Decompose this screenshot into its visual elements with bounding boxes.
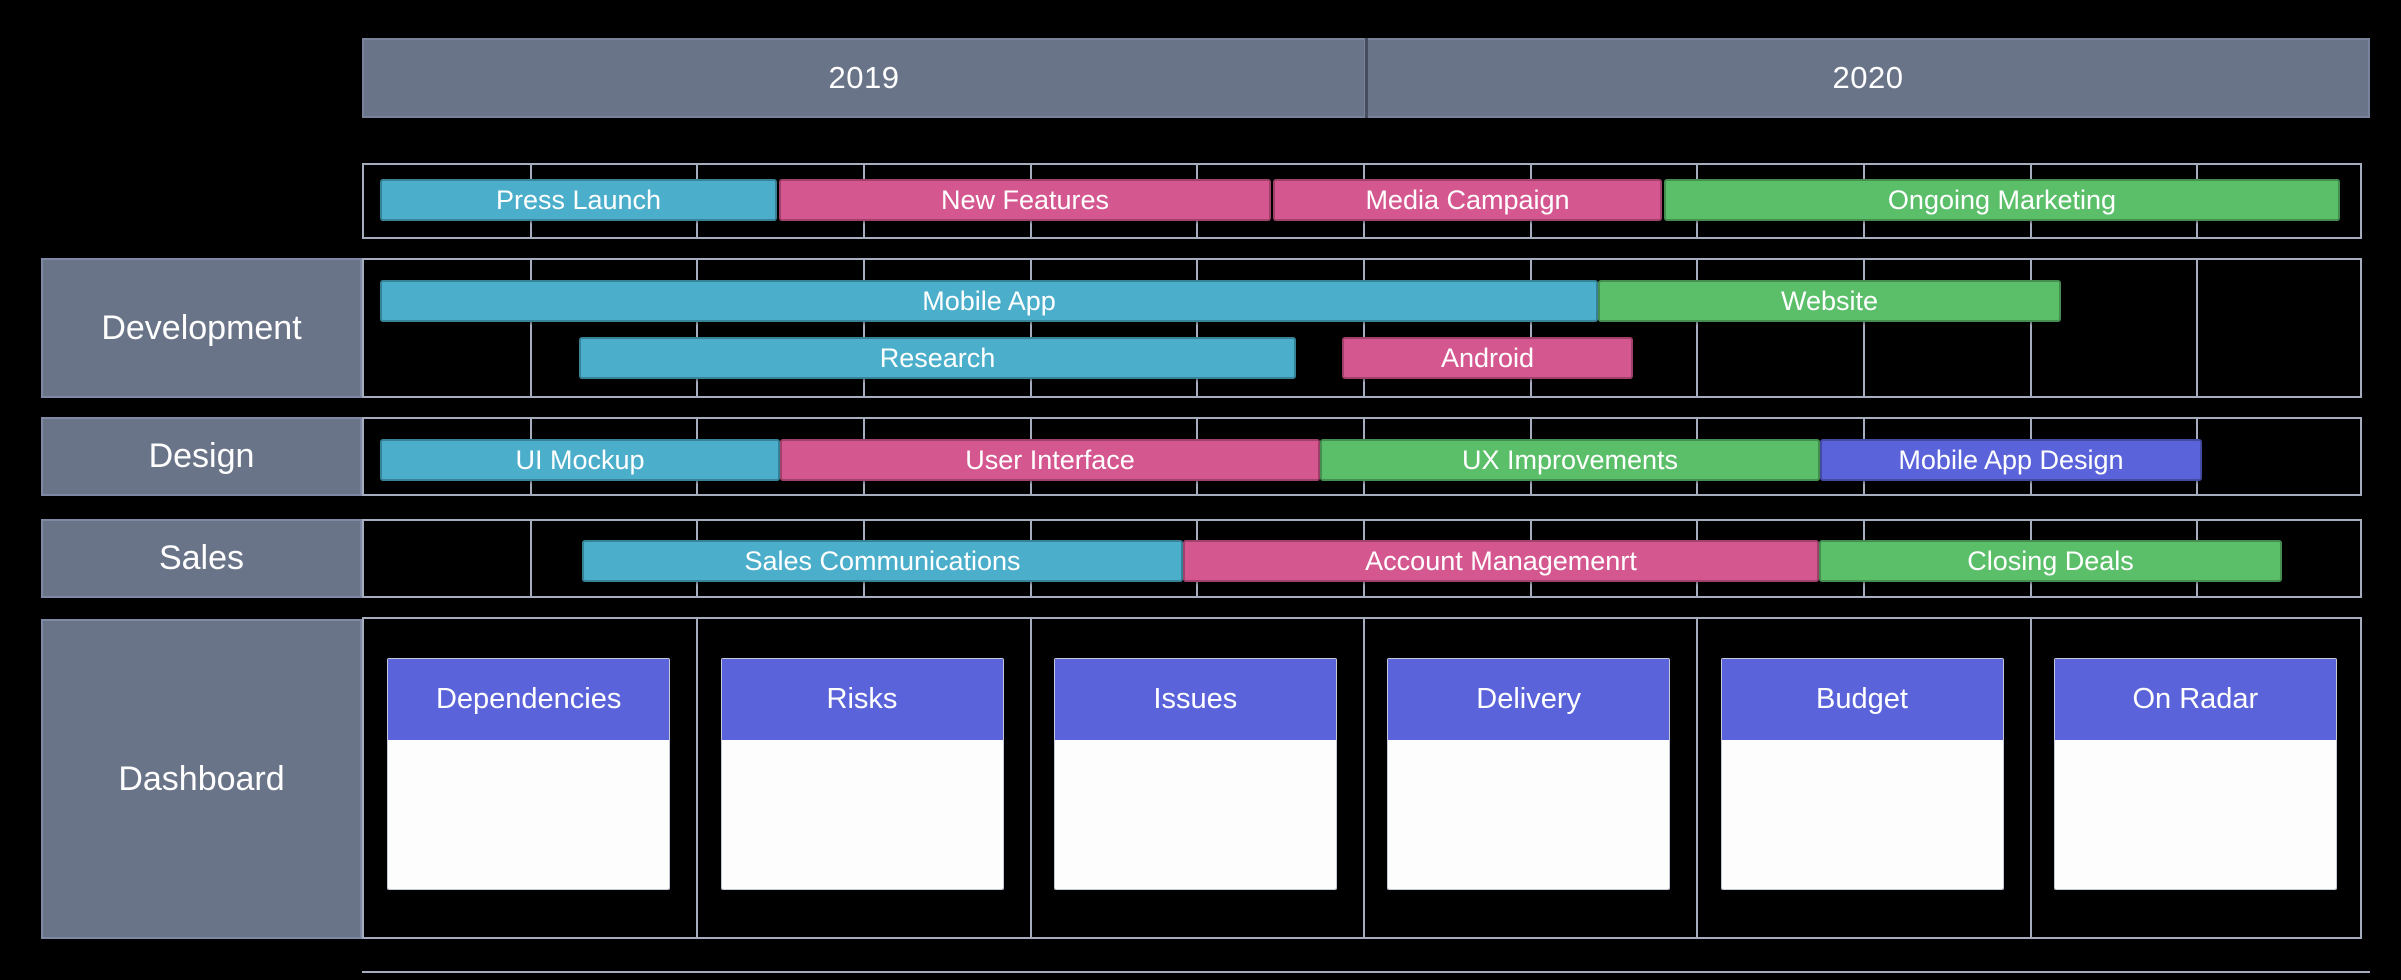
bar-label: Website: [1780, 285, 1879, 316]
gridline: [1363, 619, 1365, 937]
lane-label-dashboard: Dashboard: [41, 619, 362, 939]
card-title-bar: Issues: [1054, 659, 1336, 740]
bar-user-interface[interactable]: User Interface: [780, 439, 1320, 481]
gridline: [1029, 260, 1032, 396]
bar-ux-improvements[interactable]: UX Improvements: [1320, 439, 1820, 481]
bar-label: Closing Deals: [1967, 545, 2134, 576]
lane-grid-dashboard: [362, 617, 2362, 939]
bar-label: Ongoing Marketing: [1887, 184, 2117, 215]
bar-label: Sales Communications: [744, 545, 1021, 576]
gridline: [863, 260, 865, 396]
card-body: [388, 740, 670, 889]
lane-label-sales: Sales: [41, 519, 362, 598]
dashboard-card-issues[interactable]: Issues: [1053, 658, 1337, 890]
card-body: [1388, 740, 1670, 889]
dashboard-card-delivery[interactable]: Delivery: [1387, 658, 1671, 890]
year-label: 2019: [828, 60, 900, 95]
bar-android[interactable]: Android: [1342, 337, 1633, 379]
bar-mobile-app[interactable]: Mobile App: [380, 280, 1598, 322]
gridline: [2029, 619, 2032, 937]
gridline: [529, 260, 532, 396]
bar-label: UX Improvements: [1461, 444, 1679, 475]
bar-label: Account Managemenrt: [1365, 545, 1637, 576]
dashboard-card-dependencies[interactable]: Dependencies: [387, 658, 671, 890]
lane-label-design: Design: [41, 417, 362, 496]
card-title: Issues: [1153, 683, 1238, 715]
bar-label: Research: [879, 342, 996, 373]
bar-ongoing-marketing[interactable]: Ongoing Marketing: [1664, 179, 2340, 221]
lane-label-development: Development: [41, 258, 362, 398]
card-body: [2054, 740, 2336, 889]
bar-closing-deals[interactable]: Closing Deals: [1819, 540, 2282, 582]
gridline: [529, 521, 532, 596]
bar-label: UI Mockup: [515, 444, 645, 475]
bar-label: Mobile App: [922, 285, 1056, 316]
bar-ui-mockup[interactable]: UI Mockup: [380, 439, 780, 481]
card-title-bar: Dependencies: [388, 659, 670, 740]
card-title: On Radar: [2132, 683, 2259, 715]
bar-press-launch[interactable]: Press Launch: [380, 179, 777, 221]
gridline: [1196, 260, 1199, 396]
bar-label: Media Campaign: [1365, 184, 1570, 215]
gridline: [1363, 260, 1365, 396]
bar-sales-communications[interactable]: Sales Communications: [582, 540, 1183, 582]
bar-media-campaign[interactable]: Media Campaign: [1273, 179, 1662, 221]
year-divider: [1365, 38, 1368, 118]
lane-grid-development: [362, 258, 2362, 398]
dashboard-card-on-radar[interactable]: On Radar: [2053, 658, 2337, 890]
card-title-bar: On Radar: [2054, 659, 2336, 740]
bar-label: Press Launch: [495, 184, 662, 215]
gridline: [1863, 260, 1865, 396]
bottom-grid-line: [362, 971, 2370, 973]
lane-label-text: Development: [101, 308, 302, 347]
bar-website[interactable]: Website: [1598, 280, 2061, 322]
card-title: Risks: [826, 683, 898, 715]
card-title-bar: Budget: [1721, 659, 2003, 740]
bar-label: Mobile App Design: [1898, 444, 2124, 475]
gridline: [1029, 619, 1032, 937]
gridline: [1529, 260, 1532, 396]
bar-account-managemenrt[interactable]: Account Managemenrt: [1183, 540, 1819, 582]
lane-label-text: Dashboard: [118, 759, 285, 798]
gridline: [1696, 260, 1699, 396]
card-title-bar: Risks: [721, 659, 1003, 740]
bar-label: Android: [1440, 342, 1535, 373]
card-title: Budget: [1816, 683, 1908, 715]
gridline: [696, 619, 699, 937]
dashboard-card-budget[interactable]: Budget: [1720, 658, 2004, 890]
bar-label: User Interface: [965, 444, 1135, 475]
card-title: Delivery: [1476, 683, 1582, 715]
bar-label: New Features: [940, 184, 1110, 215]
gridline: [696, 260, 699, 396]
year-header-2019: 2019: [362, 38, 1366, 118]
card-body: [1054, 740, 1336, 889]
bar-new-features[interactable]: New Features: [779, 179, 1271, 221]
gridline: [1696, 619, 1699, 937]
card-body: [1721, 740, 2003, 889]
lane-label-text: Sales: [158, 539, 245, 577]
bar-mobile-app-design[interactable]: Mobile App Design: [1820, 439, 2202, 481]
year-header-2020: 2020: [1366, 38, 2370, 118]
dashboard-card-risks[interactable]: Risks: [720, 658, 1004, 890]
gridline: [2029, 260, 2032, 396]
card-body: [721, 740, 1003, 889]
year-label: 2020: [1832, 60, 1904, 95]
card-title: Dependencies: [435, 683, 622, 715]
gridline: [2196, 260, 2199, 396]
bar-research[interactable]: Research: [579, 337, 1296, 379]
card-title-bar: Delivery: [1388, 659, 1670, 740]
lane-label-text: Design: [148, 437, 255, 475]
